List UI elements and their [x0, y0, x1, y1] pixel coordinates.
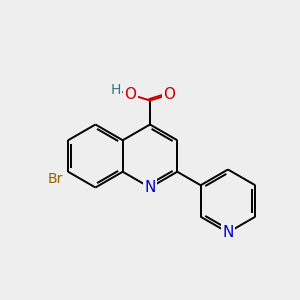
- Text: H: H: [111, 83, 121, 97]
- Text: N: N: [222, 225, 234, 240]
- Text: O: O: [164, 87, 175, 102]
- Text: Br: Br: [47, 172, 63, 186]
- Text: O: O: [124, 87, 136, 102]
- Text: N: N: [144, 180, 156, 195]
